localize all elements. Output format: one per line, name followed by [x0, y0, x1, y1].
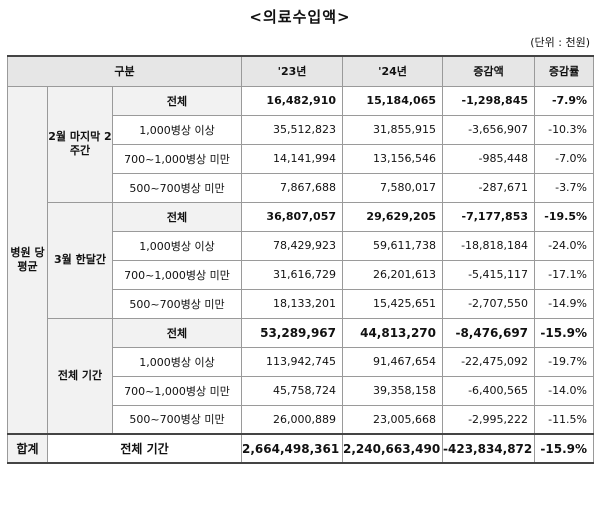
value-2024-cell: 59,611,738: [342, 230, 444, 261]
value-2023-cell: 78,429,923: [241, 230, 344, 261]
value-2023-cell: 113,942,745: [241, 346, 344, 377]
value-2023-cell: 7,867,688: [241, 172, 344, 203]
change-rate-cell: -24.0%: [534, 230, 595, 261]
value-2023-cell: 18,133,201: [241, 288, 344, 319]
subcategory-cell: 700~1,000병상 미만: [111, 259, 243, 290]
page-title: <의료수입액>: [249, 8, 351, 26]
table-row: 500~700병상 미만 18,133,201 15,425,651 -2,707,5…: [8, 288, 595, 319]
value-2024-cell: 26,201,613: [342, 259, 444, 290]
period-label: 2월 마지막 2주간: [47, 85, 113, 203]
value-2024-cell: 23,005,668: [342, 404, 444, 435]
value-2023-cell: 45,758,724: [241, 375, 344, 406]
value-2024-cell: 31,855,915: [342, 114, 444, 145]
subcategory-cell: 700~1,000병상 미만: [111, 143, 243, 174]
value-2024-cell: 15,425,651: [342, 288, 444, 319]
change-amount-cell: -6,400,565: [442, 375, 536, 406]
subcategory-cell: 전체: [111, 317, 243, 348]
value-2024-cell: 39,358,158: [342, 375, 444, 406]
value-2024-cell: 44,813,270: [342, 317, 444, 348]
change-rate-cell: -14.0%: [534, 375, 595, 406]
table-row: 1,000병상 이상 78,429,923 59,611,738 -18,818,18…: [8, 230, 595, 261]
change-rate-cell: -14.9%: [534, 288, 595, 319]
value-2024-cell: 7,580,017: [342, 172, 444, 203]
change-rate-cell: -15.9%: [534, 317, 595, 348]
header-2023: '23년: [241, 55, 344, 87]
subcategory-cell: 700~1,000병상 미만: [111, 375, 243, 406]
value-2023-cell: 26,000,889: [241, 404, 344, 435]
value-2024-cell: 15,184,065: [342, 85, 444, 116]
total-change-amount-cell: -423,834,872: [442, 433, 536, 464]
value-2023-cell: 35,512,823: [241, 114, 344, 145]
period-label: 전체 기간: [47, 317, 113, 435]
header-change-rate: 증감률: [534, 55, 595, 87]
table-row: 전체 기간 전체 53,289,967 44,813,270 -8,476,697 -15…: [8, 317, 595, 435]
unit-note: (단위 : 천원): [530, 36, 590, 49]
change-amount-cell: -8,476,697: [442, 317, 536, 348]
value-2024-cell: 13,156,546: [342, 143, 444, 174]
subcategory-cell: 1,000병상 이상: [111, 114, 243, 145]
total-2023-cell: 2,664,498,361: [241, 433, 344, 464]
change-amount-cell: -7,177,853: [442, 201, 536, 232]
value-2023-cell: 14,141,994: [241, 143, 344, 174]
change-rate-cell: -11.5%: [534, 404, 595, 435]
period-label: 3월 한달간: [47, 201, 113, 319]
subcategory-cell: 전체: [111, 85, 243, 116]
change-amount-cell: -287,671: [442, 172, 536, 203]
table-row: 700~1,000병상 미만 31,616,729 26,201,613 -5,415…: [8, 259, 595, 290]
value-2023-cell: 31,616,729: [241, 259, 344, 290]
table-row: 500~700병상 미만 26,000,889 23,005,668 -2,995,2…: [8, 404, 595, 435]
change-amount-cell: -2,707,550: [442, 288, 536, 319]
total-label: 합계: [7, 433, 48, 464]
total-change-rate-cell: -15.9%: [534, 433, 595, 464]
header-change-amount: 증감액: [442, 55, 536, 87]
subcategory-cell: 1,000병상 이상: [111, 230, 243, 261]
change-rate-cell: -19.7%: [534, 346, 595, 377]
table-row: 병원 당 평균 2월 마지막 2주간 전체 16,482,910 15,184,065-…: [7, 85, 595, 435]
value-2023-cell: 16,482,910: [241, 85, 344, 116]
change-amount-cell: -2,995,222: [442, 404, 536, 435]
value-2023-cell: 36,807,057: [241, 201, 344, 232]
change-rate-cell: -7.0%: [534, 143, 595, 174]
header-2024: '24년: [342, 55, 444, 87]
change-rate-cell: -10.3%: [534, 114, 595, 145]
subcategory-cell: 전체: [111, 201, 243, 232]
value-2024-cell: 29,629,205: [342, 201, 444, 232]
subcategory-cell: 500~700병상 미만: [111, 172, 243, 203]
header-category: 구분: [6, 55, 243, 87]
change-amount-cell: -1,298,845: [442, 85, 536, 116]
total-period-label: 전체 기간: [46, 433, 243, 464]
total-2024-cell: 2,240,663,490: [342, 433, 444, 464]
subcategory-cell: 1,000병상 이상: [111, 346, 243, 377]
total-row: 합계 전체 기간 2,664,498,361 2,240,663,490 -423,83…: [7, 433, 595, 464]
change-rate-cell: -7.9%: [534, 85, 595, 116]
header-row: 구분 '23년 '24년 증감액 증감률: [6, 55, 595, 87]
value-2024-cell: 91,467,654: [342, 346, 444, 377]
table-row: 1,000병상 이상 35,512,823 31,855,915 -3,656,907…: [8, 114, 595, 145]
table-row: 3월 한달간 전체 36,807,057 29,629,205 -7,177,853 -1…: [8, 201, 595, 319]
revenue-table: 구분 '23년 '24년 증감액 증감률 병원 당 평균 2월 마지막 2주간 전체…: [6, 55, 595, 464]
change-amount-cell: -22,475,092: [442, 346, 536, 377]
change-rate-cell: -3.7%: [534, 172, 595, 203]
table-row: 500~700병상 미만 7,867,688 7,580,017 -287,671 -3…: [8, 172, 595, 203]
value-2023-cell: 53,289,967: [241, 317, 344, 348]
change-amount-cell: -5,415,117: [442, 259, 536, 290]
subcategory-cell: 500~700병상 미만: [111, 288, 243, 319]
change-rate-cell: -17.1%: [534, 259, 595, 290]
change-amount-cell: -18,818,184: [442, 230, 536, 261]
change-amount-cell: -985,448: [442, 143, 536, 174]
table-row: 700~1,000병상 미만 14,141,994 13,156,546 -985,4…: [8, 143, 595, 174]
row-group-label: 병원 당 평균: [7, 85, 48, 435]
subcategory-cell: 500~700병상 미만: [111, 404, 243, 435]
change-amount-cell: -3,656,907: [442, 114, 536, 145]
change-rate-cell: -19.5%: [534, 201, 595, 232]
